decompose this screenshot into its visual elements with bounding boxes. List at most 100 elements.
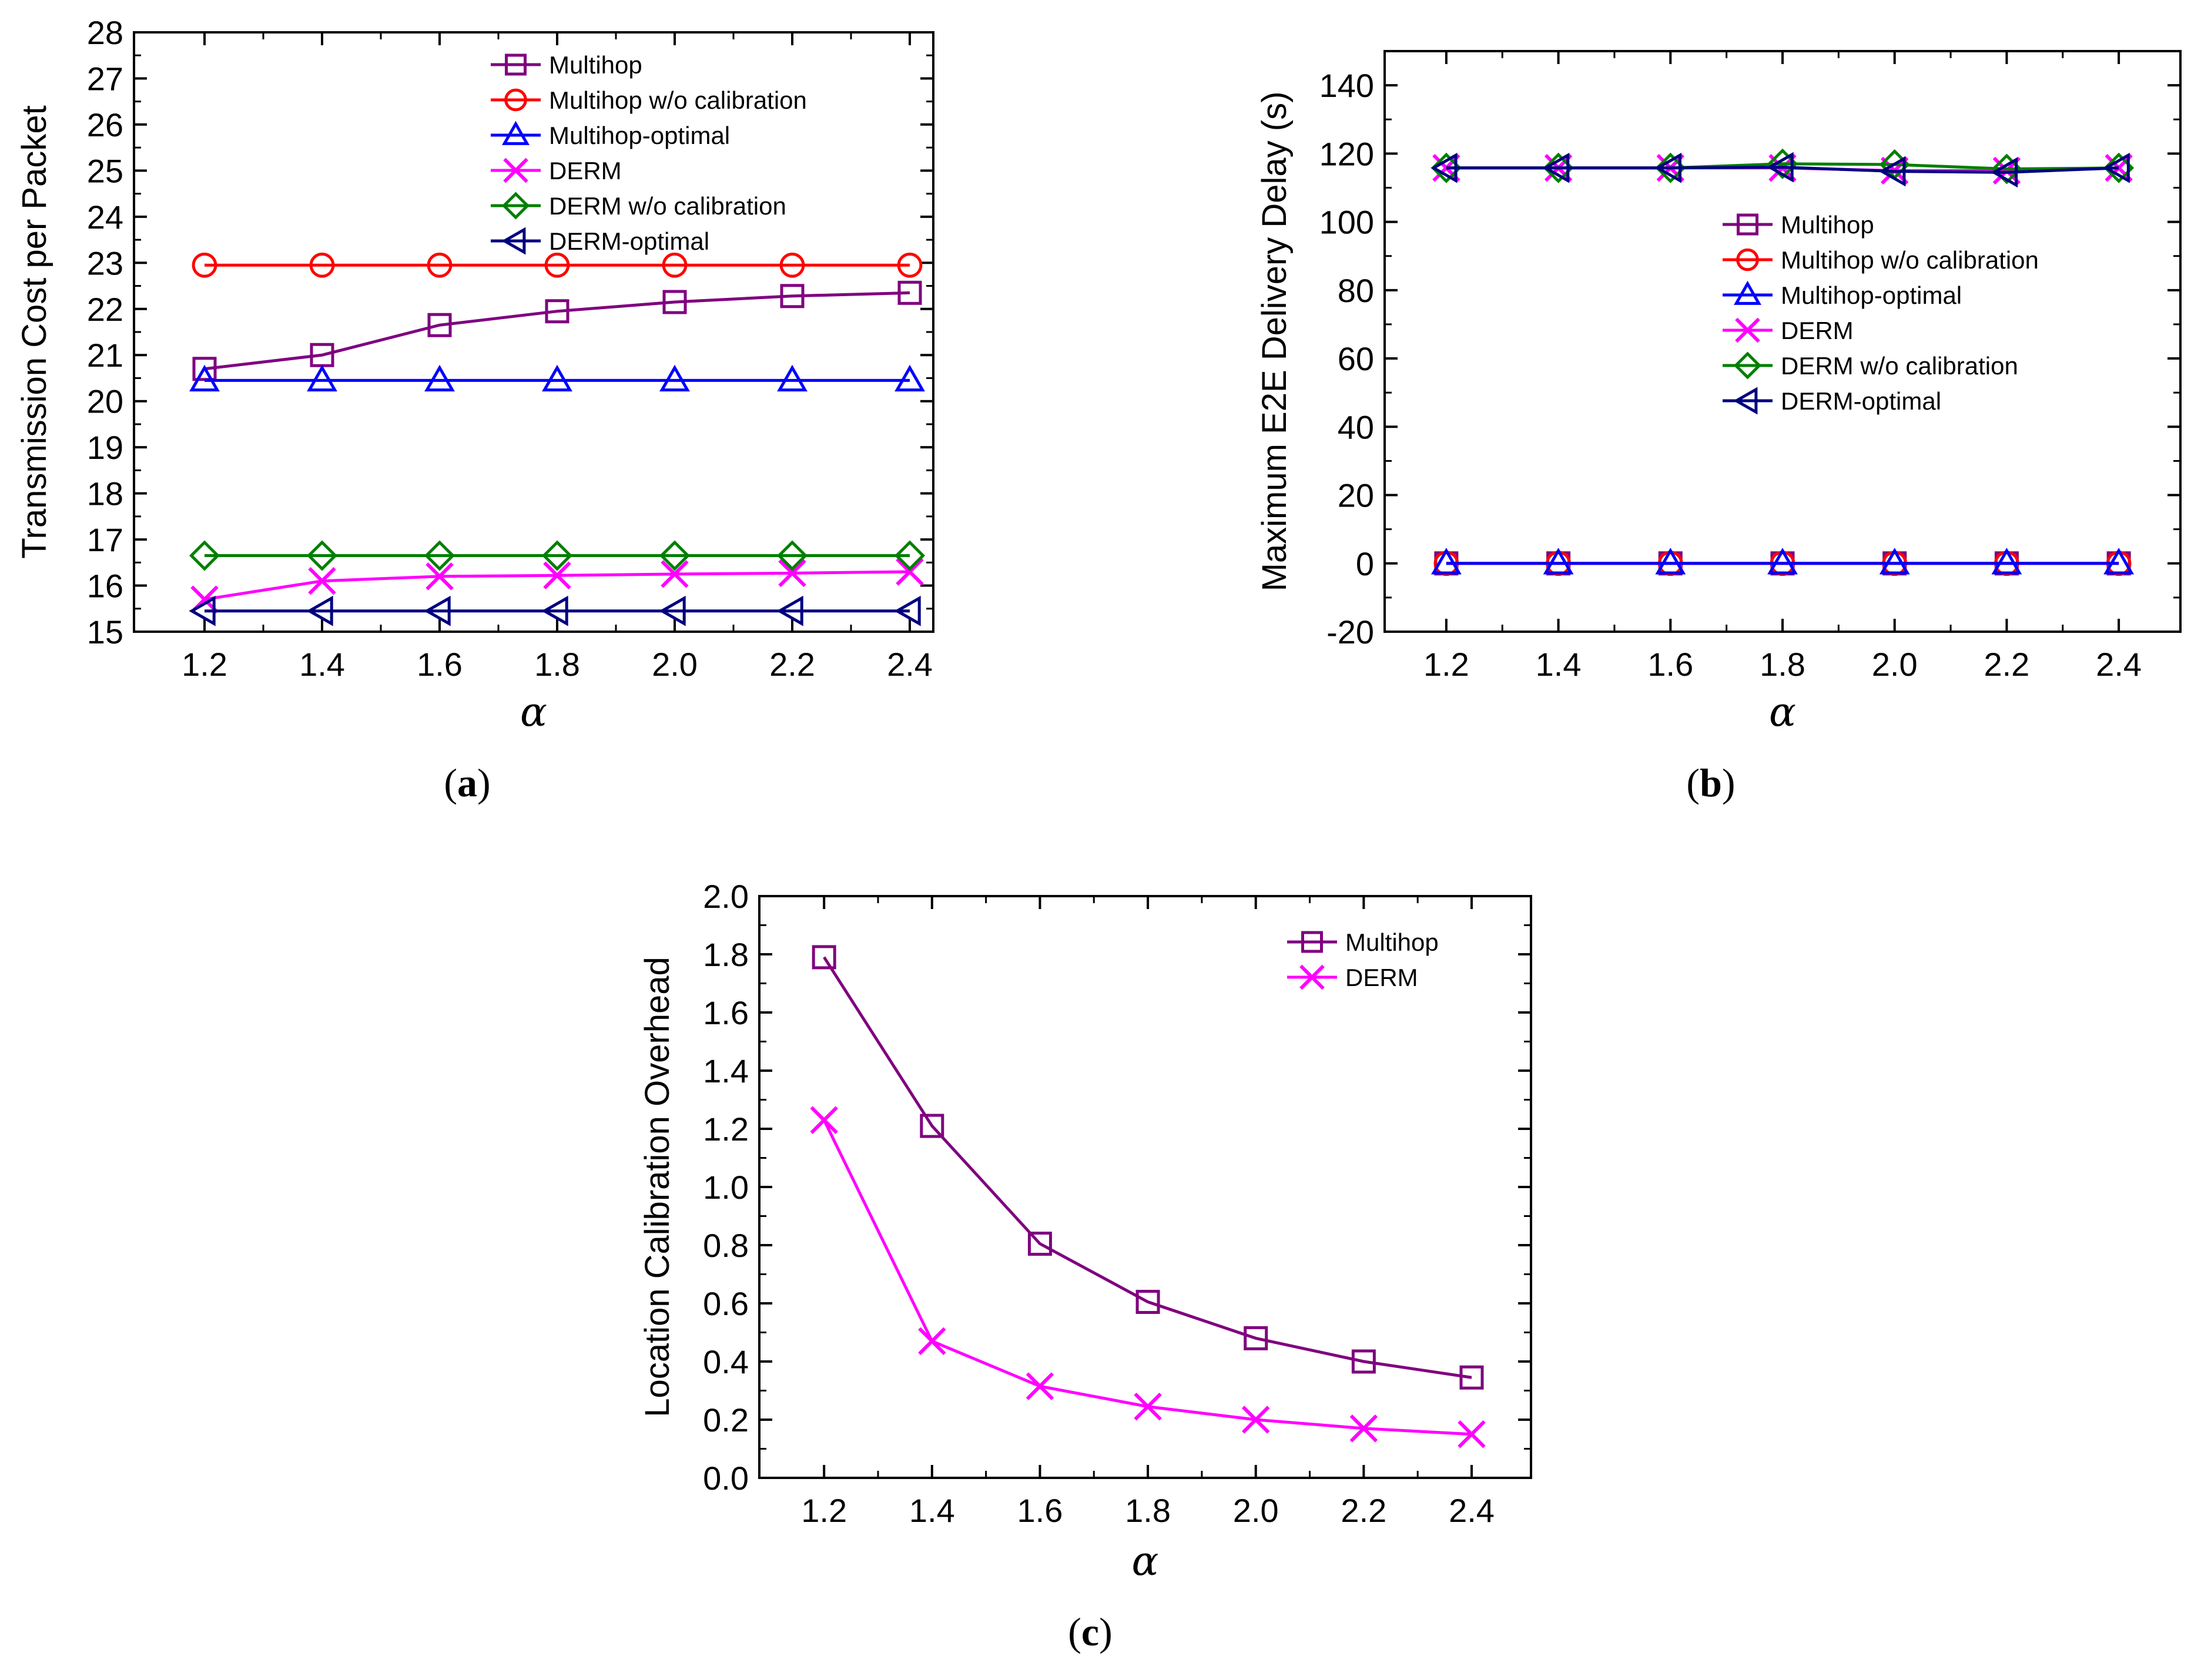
y-tick-label: 19 — [87, 429, 123, 466]
x-tick-label: 2.0 — [652, 646, 698, 683]
data-point-derm — [426, 562, 454, 591]
legend: Multihop DERM — [1287, 928, 1439, 991]
legend-label-derm: DERM — [1345, 964, 1418, 991]
data-point-multihop-optimal — [189, 364, 220, 392]
data-point-multihop-optimal — [1655, 548, 1686, 575]
y-tick-label: 0 — [1356, 545, 1374, 582]
data-point-multihop-optimal — [1543, 548, 1574, 575]
legend-label-multihop: Multihop — [1781, 211, 1874, 239]
data-point-derm — [810, 1106, 838, 1134]
legend-marker-multihop — [1301, 931, 1323, 953]
y-tick-label: -20 — [1326, 613, 1374, 650]
data-point-derm-w-o-calibration — [424, 540, 455, 571]
y-tick-label: 26 — [87, 106, 123, 143]
x-tick-label: 1.6 — [417, 646, 463, 683]
series-group — [189, 252, 926, 626]
caption-paren-open: ( — [1686, 760, 1700, 805]
y-tick-label: 140 — [1319, 67, 1374, 104]
data-point-derm-optimal — [776, 595, 803, 626]
data-point-derm-optimal — [1767, 152, 1794, 183]
data-point-multihop-w-o-calibration — [779, 252, 805, 278]
legend-marker-derm — [503, 157, 528, 183]
data-point-derm-optimal — [1430, 152, 1458, 183]
data-point-derm — [918, 1327, 946, 1356]
data-point-multihop-optimal — [1991, 548, 2022, 575]
series-line-multihop — [204, 291, 910, 371]
data-point-derm-w-o-calibration — [894, 540, 926, 571]
legend-marker-multihop-optimal — [501, 120, 530, 145]
y-tick-label: 20 — [1338, 477, 1374, 514]
data-point-multihop-optimal — [542, 364, 572, 392]
y-tick-label: 40 — [1338, 408, 1374, 445]
legend-marker-derm-w-o-calibration — [501, 192, 530, 220]
data-point-multihop — [1135, 1290, 1160, 1315]
legend-label-derm-w-o-calibration: DERM w/o calibration — [549, 192, 786, 220]
x-tick-label: 1.2 — [1423, 646, 1469, 683]
legend-label-multihop: Multihop — [1345, 928, 1439, 956]
panels: 15 16 17 18 19 20 21 22 23 24 25 26 27 28 1.2 1.4 1.6 1.8… — [15, 14, 2182, 1654]
series-line-derm-optimal — [1446, 166, 2119, 174]
x-tick-label: 2.0 — [1233, 1492, 1279, 1529]
legend-label-derm: DERM — [549, 157, 622, 185]
legend-label-multihop-optimal: Multihop-optimal — [1781, 281, 1962, 309]
caption-letter: c — [1081, 1609, 1099, 1654]
x-tick-label: 1.6 — [1017, 1492, 1063, 1529]
x-tick-label: 1.8 — [1760, 646, 1805, 683]
y-tick-label: 25 — [87, 152, 123, 189]
x-tick-label: 1.4 — [299, 646, 345, 683]
y-tick-label: 20 — [87, 383, 123, 420]
data-point-derm — [1349, 1414, 1378, 1443]
x-tick-label: 2.2 — [1984, 646, 2029, 683]
caption-paren-close: ) — [1099, 1609, 1113, 1654]
data-point-derm-optimal — [1542, 152, 1570, 183]
x-tick-label: 1.6 — [1647, 646, 1693, 683]
y-axis-title: Location Calibration Overhead — [638, 957, 676, 1417]
y-tick-label: 28 — [87, 14, 123, 51]
data-point-multihop-w-o-calibration — [544, 252, 570, 278]
data-point-derm-optimal — [189, 595, 216, 626]
data-point-derm-optimal — [659, 595, 686, 626]
panel-caption: (b) — [1686, 760, 1735, 805]
panel-caption: (a) — [444, 760, 490, 805]
data-point-derm — [778, 559, 806, 588]
legend-marker-multihop — [505, 53, 527, 76]
x-tick-label: 1.8 — [1125, 1492, 1171, 1529]
data-point-derm — [661, 560, 689, 588]
data-point-multihop-optimal — [1430, 548, 1462, 575]
series-line-multihop — [823, 956, 1472, 1379]
y-tick-label: 23 — [87, 244, 123, 281]
legend-marker-derm — [1299, 964, 1325, 990]
data-point-multihop — [1351, 1349, 1376, 1374]
data-point-derm — [896, 558, 924, 586]
legend-marker-derm — [1735, 317, 1760, 343]
data-point-derm — [1242, 1406, 1270, 1434]
caption-letter: a — [457, 760, 477, 805]
series-group — [810, 945, 1486, 1448]
y-tick-label: 2.0 — [703, 878, 749, 915]
chart-panel-c: 0.0 0.2 0.4 0.6 0.8 1.0 1.2 1.4 1.6 1.8 2.0 1.2 1.4 1… — [638, 878, 1532, 1654]
data-point-derm-optimal — [2103, 152, 2130, 183]
caption-paren-open: ( — [444, 760, 457, 805]
data-point-multihop — [1027, 1232, 1052, 1256]
data-point-multihop-optimal — [424, 364, 455, 392]
legend-marker-derm-optimal — [501, 227, 526, 255]
data-point-derm-w-o-calibration — [776, 540, 808, 571]
data-point-multihop — [812, 945, 836, 970]
data-point-multihop-optimal — [1767, 548, 1798, 575]
y-tick-label: 0.8 — [703, 1227, 749, 1264]
y-tick-label: 22 — [87, 291, 123, 328]
x-tick-label: 1.4 — [909, 1492, 955, 1529]
x-axis-title: α — [1132, 1538, 1159, 1585]
legend-label-derm: DERM — [1781, 317, 1854, 344]
data-point-multihop — [545, 299, 569, 324]
x-tick-label: 2.0 — [1872, 646, 1918, 683]
y-tick-label: 27 — [87, 60, 123, 97]
chart-panel-b: -20 0 20 40 60 80 100 120 140 1.2 1.4 1.6 1.8 2.0 2.2 2… — [1255, 50, 2182, 805]
legend-marker-multihop-w-o-calibration — [504, 88, 527, 112]
y-axis-title: Transmission Cost per Packet — [15, 105, 53, 558]
data-point-multihop-optimal — [895, 364, 925, 392]
data-point-derm — [1134, 1393, 1162, 1421]
data-point-derm-optimal — [424, 595, 451, 626]
data-point-derm-w-o-calibration — [306, 540, 338, 571]
legend: Multihop Multihop w/o calibration Multihop… — [1723, 211, 2039, 415]
